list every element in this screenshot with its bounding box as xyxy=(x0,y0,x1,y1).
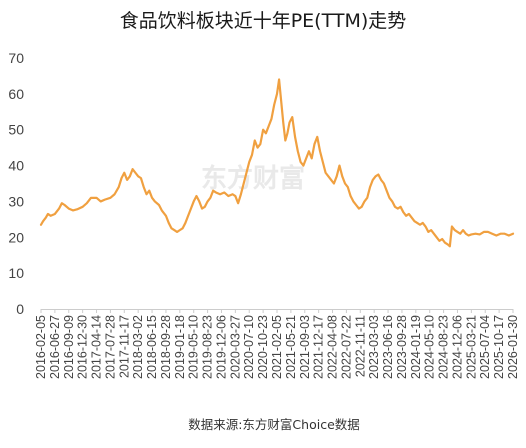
x-tick-label: 2021-09-03 xyxy=(298,315,312,379)
y-tick-label: 70 xyxy=(8,50,24,66)
x-tick-label: 2021-05-21 xyxy=(284,315,298,379)
x-axis: 2016-02-05 2016-06-27 2016-09-09 2016-12-30… xyxy=(34,309,520,379)
x-tick-label: 2019-08-23 xyxy=(201,315,215,379)
x-tick-label: 2018-06-15 xyxy=(145,315,159,379)
y-tick-label: 40 xyxy=(8,158,24,174)
x-tick-label: 2025-03-21 xyxy=(464,315,478,379)
x-tick-label: 2016-09-09 xyxy=(62,315,76,379)
x-tick-label: 2023-03-03 xyxy=(367,315,381,379)
y-tick-label: 50 xyxy=(8,122,24,138)
x-tick-label: 2021-12-17 xyxy=(312,315,326,379)
x-tick-label: 2016-02-05 xyxy=(34,315,48,379)
x-tick-label: 2017-07-28 xyxy=(103,315,117,379)
x-tick-label: 2022-04-08 xyxy=(326,315,340,379)
x-tick-label: 2023-06-16 xyxy=(381,315,395,379)
x-tick-label: 2021-02-05 xyxy=(270,315,284,379)
x-tick-label: 2024-01-19 xyxy=(409,315,423,379)
pe-ttm-series-line xyxy=(39,78,515,248)
x-tick-label: 2024-08-23 xyxy=(437,315,451,379)
x-tick-label: 2024-12-06 xyxy=(450,315,464,379)
source-note: 数据来源:东方财富Choice数据 xyxy=(188,417,360,432)
x-tick-label: 2020-10-23 xyxy=(256,315,270,379)
x-tick-label: 2025-07-04 xyxy=(478,315,492,379)
x-tick-label: 2019-05-10 xyxy=(187,315,201,379)
x-tick-label: 2020-07-10 xyxy=(242,315,256,379)
series-group xyxy=(39,78,515,248)
x-tick-label: 2017-11-17 xyxy=(117,315,131,378)
y-tick-label: 0 xyxy=(16,301,24,317)
x-tick-label: 2022-07-22 xyxy=(339,315,353,379)
x-tick-label: 2017-04-14 xyxy=(90,315,104,379)
watermark-text: 东方财富 xyxy=(201,163,305,194)
x-tick-label: 2018-09-28 xyxy=(159,315,173,379)
x-tick-label: 2024-05-10 xyxy=(423,315,437,379)
x-tick-label: 2016-06-27 xyxy=(48,315,62,379)
x-tick-label: 2018-03-02 xyxy=(131,315,145,379)
y-tick-label: 10 xyxy=(8,265,24,281)
y-axis: 0 10 20 30 40 50 60 70 xyxy=(8,50,24,317)
x-tick-label: 2020-03-27 xyxy=(228,315,242,379)
x-tick-label: 2019-12-06 xyxy=(214,315,228,379)
x-tick-label: 2016-12-30 xyxy=(76,315,90,379)
x-tick-label: 2019-01-18 xyxy=(173,315,187,379)
x-tick-label: 2026-01-30 xyxy=(506,315,520,379)
y-tick-label: 20 xyxy=(8,229,24,245)
y-tick-label: 30 xyxy=(8,193,24,209)
chart-title: 食品饮料板块近十年PE(TTM)走势 xyxy=(120,10,407,32)
y-tick-label: 60 xyxy=(8,86,24,102)
x-tick-label: 2023-09-28 xyxy=(395,315,409,379)
x-tick-label: 2022-11-11 xyxy=(353,315,367,377)
x-tick-label: 2025-10-17 xyxy=(492,315,506,379)
